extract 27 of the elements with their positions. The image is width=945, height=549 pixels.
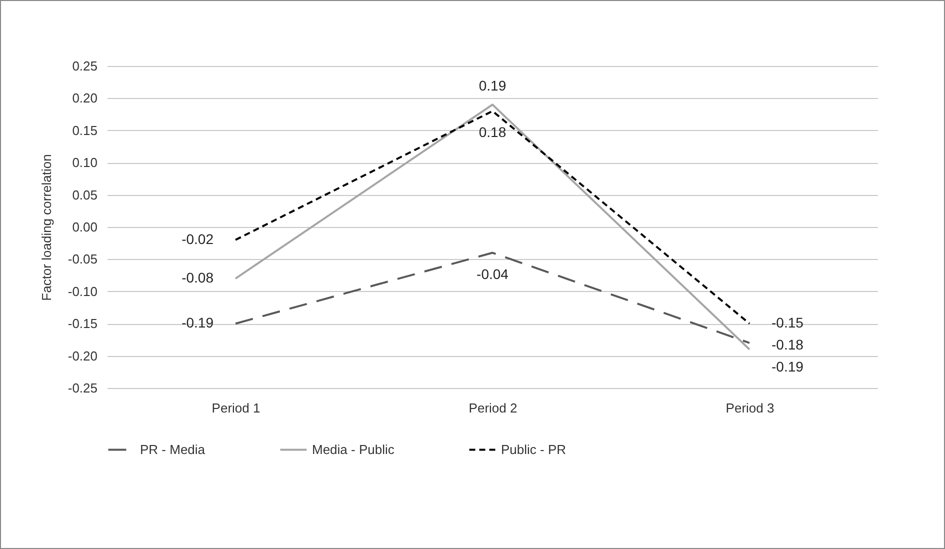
y-tick-label: 0.20 xyxy=(72,90,98,106)
data-label: -0.02 xyxy=(182,230,214,247)
y-tick-label: -0.15 xyxy=(68,316,98,332)
data-label: -0.08 xyxy=(182,270,214,286)
data-label: -0.18 xyxy=(772,336,804,353)
legend-label: Public - PR xyxy=(501,442,566,457)
data-label: -0.04 xyxy=(476,266,509,282)
y-tick-label: -0.10 xyxy=(68,284,98,299)
data-label: -0.15 xyxy=(772,314,804,331)
y-tick-label: -0.05 xyxy=(68,252,98,267)
y-tick-label: 0.10 xyxy=(72,155,98,170)
y-tick-label: -0.25 xyxy=(68,380,98,396)
y-tick-label: 0.00 xyxy=(72,220,98,234)
y-tick-label: -0.20 xyxy=(68,348,98,364)
y-axis-title: Factor loading correlation xyxy=(38,154,54,301)
x-tick-label: Period 3 xyxy=(726,400,774,416)
data-label: 0.18 xyxy=(478,124,506,140)
y-tick-label: 0.15 xyxy=(72,122,98,138)
y-tick-label: 0.25 xyxy=(72,58,98,74)
data-label: -0.19 xyxy=(772,358,804,375)
data-label: 0.19 xyxy=(478,78,506,94)
y-tick-label: 0.05 xyxy=(72,187,98,202)
legend-label: Media - Public xyxy=(312,442,395,457)
legend-label: PR - Media xyxy=(140,442,206,457)
x-tick-label: Period 2 xyxy=(468,400,518,416)
x-tick-label: Period 1 xyxy=(212,400,260,416)
annotation: -0.19 xyxy=(182,314,214,331)
